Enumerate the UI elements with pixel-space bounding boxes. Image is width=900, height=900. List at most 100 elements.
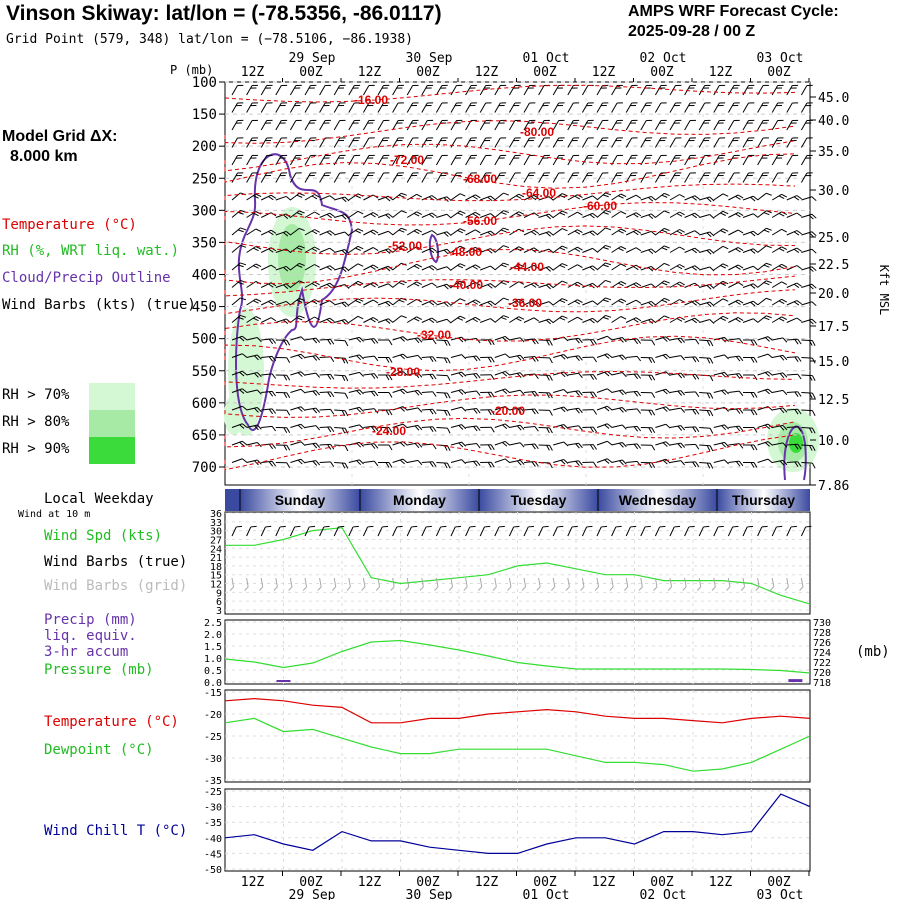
wind-barb	[407, 389, 423, 396]
wind-barb	[334, 266, 350, 273]
wind-barb	[275, 119, 288, 131]
wind-barb	[348, 154, 361, 166]
temperature-contour-label: -68.00	[463, 172, 497, 186]
surface-wind-barb	[523, 525, 535, 537]
wind-barb	[727, 172, 740, 183]
wind-barb	[509, 424, 525, 431]
wind-barb	[231, 335, 248, 342]
bottom-date-label: 30 Sep	[406, 888, 453, 900]
weekday-cell	[717, 489, 810, 511]
wind-barb	[523, 229, 540, 236]
wind-barb	[757, 245, 772, 253]
bottom-time-label: 00Z	[767, 875, 791, 890]
wind-barb	[654, 102, 667, 113]
wind-barb	[435, 84, 448, 96]
wind-barb	[260, 119, 273, 131]
wind-barb	[655, 227, 670, 236]
precip-tick-label: 1.0	[204, 654, 222, 665]
weekday-label: Monday	[393, 492, 446, 508]
wind-barb	[450, 245, 466, 253]
wind-barb	[406, 316, 423, 323]
wind-barb	[377, 84, 390, 96]
rh80-label: RH > 80%	[2, 414, 70, 430]
wind-barb	[523, 172, 536, 183]
wind-barb	[407, 337, 423, 344]
temperature-tick-label: -30	[204, 754, 222, 765]
wind-barb	[611, 137, 623, 148]
wind-barb	[246, 354, 262, 361]
wind-barb	[348, 371, 364, 377]
grid-wind-barb	[404, 577, 410, 591]
wind-barb	[523, 356, 539, 362]
wind-barb	[509, 442, 525, 448]
wind-barb	[494, 245, 509, 253]
wind-barb	[757, 353, 773, 359]
wind-barb	[757, 388, 773, 395]
wind-barb	[378, 374, 393, 381]
grid-wind-barb	[667, 577, 673, 591]
forecast-cycle: AMPS WRF Forecast Cycle: 2025-09-28 / 00…	[628, 2, 839, 42]
wind-barb	[800, 137, 813, 148]
dewpoint-line	[224, 717, 811, 772]
wind-barb	[392, 102, 404, 113]
wind-barb	[552, 102, 565, 113]
wind-barb	[553, 353, 569, 360]
wind-barb	[275, 300, 291, 306]
wind-barb	[450, 354, 467, 360]
wind-barb	[669, 137, 682, 148]
top-time-label: 12Z	[592, 65, 616, 80]
wind-barb	[275, 195, 291, 201]
wind-barb	[392, 227, 407, 236]
wind-barb	[684, 317, 700, 324]
wind-barb	[275, 444, 291, 451]
wind-barb	[289, 137, 302, 148]
wind-barb	[713, 172, 726, 183]
wind-barb	[742, 119, 755, 131]
wind-barb	[231, 154, 244, 166]
wind-barb	[684, 154, 696, 166]
wind-barb	[553, 388, 569, 394]
wind-barb	[377, 300, 394, 307]
wind-barb	[699, 301, 715, 308]
wind-barb	[800, 172, 813, 183]
top-time-label: 00Z	[416, 65, 440, 80]
wind-speed-tick-label: 36	[210, 509, 222, 520]
wind-barb	[304, 211, 320, 218]
wind-barb	[567, 355, 583, 362]
wind-barb	[611, 354, 627, 361]
wind-barb	[363, 443, 379, 449]
wind-barb	[275, 357, 291, 363]
surface-wind-barb	[669, 525, 681, 537]
temperature-contour	[224, 120, 796, 144]
wind-barb	[450, 193, 466, 201]
wind-barb	[581, 102, 594, 113]
wind-speed-tick-label: 30	[210, 527, 222, 538]
wind-barb	[713, 245, 729, 253]
wind-barb	[231, 314, 247, 323]
wind-barb	[757, 315, 772, 323]
wind-barb	[684, 119, 696, 131]
wind-barb	[260, 299, 277, 306]
pressure-tick-label: 722	[813, 658, 831, 669]
surface-wind-barb	[508, 525, 520, 537]
wind-barb	[640, 213, 656, 220]
bottom-time-label: 00Z	[650, 875, 674, 890]
temperature-contour	[224, 335, 796, 372]
wind-barb	[684, 195, 700, 201]
wind-barb	[392, 423, 408, 429]
wind-barb	[552, 210, 568, 218]
wind-barb	[231, 458, 248, 463]
wind-barb	[290, 210, 305, 218]
wind-barb	[334, 427, 349, 434]
rh70-swatch	[89, 383, 135, 410]
wind-barb	[567, 102, 580, 113]
pressure-tick-label: 500	[192, 332, 217, 348]
wind-barb	[275, 172, 288, 183]
wind-barb	[509, 298, 525, 306]
wind-barb	[757, 154, 769, 166]
wind-barb	[362, 84, 375, 96]
surface-wind-barb	[742, 525, 754, 537]
wind-barb	[772, 424, 788, 431]
wind-barb	[246, 172, 258, 183]
